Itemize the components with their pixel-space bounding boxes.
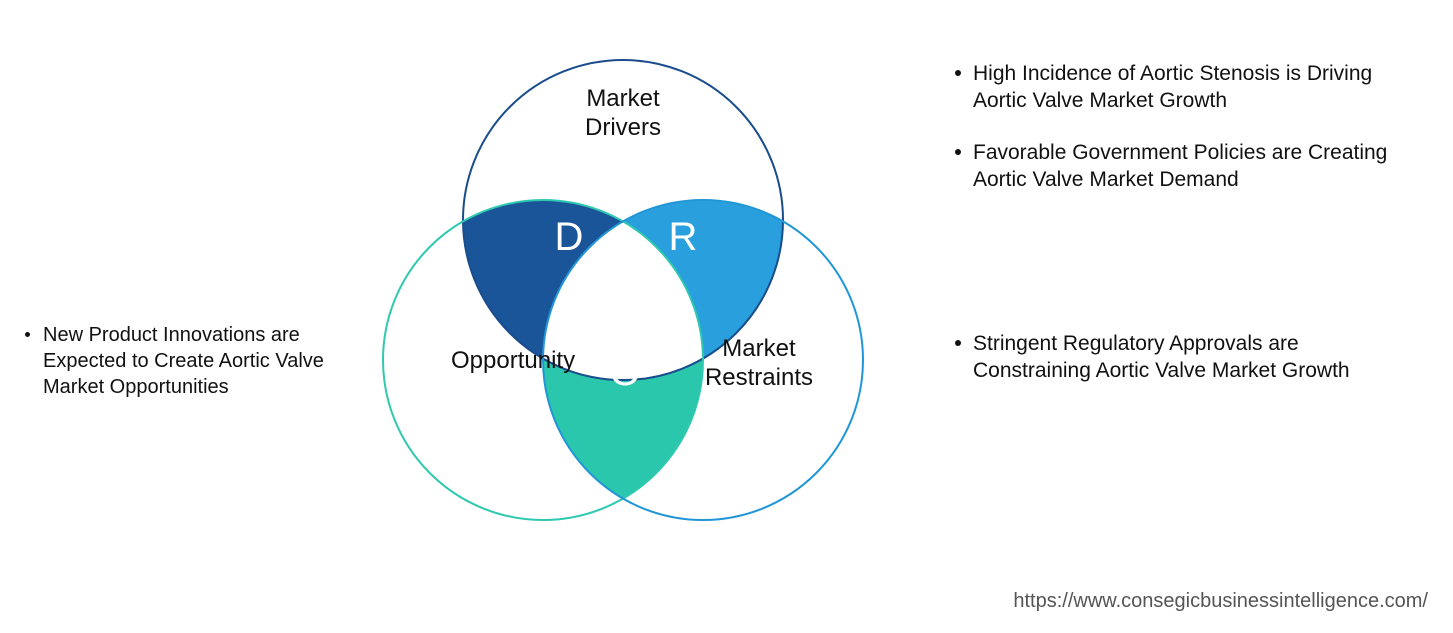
venn-letter-d: D	[539, 215, 599, 260]
venn-letter-o: O	[595, 350, 655, 395]
restraints-bullet-item: Stringent Regulatory Approvals are Const…	[955, 330, 1390, 385]
venn-letter-r: R	[653, 215, 713, 260]
restraints-bullets: Stringent Regulatory Approvals are Const…	[955, 330, 1390, 409]
venn-label-drivers: MarketDrivers	[585, 85, 661, 143]
drivers-bullet-item: High Incidence of Aortic Stenosis is Dri…	[955, 60, 1390, 115]
opportunity-bullet-item: New Product Innovations are Expected to …	[25, 322, 335, 400]
venn-label-opportunity: Opportunity	[451, 347, 575, 376]
source-url: https://www.consegicbusinessintelligence…	[1013, 590, 1428, 613]
drivers-bullet-item: Favorable Government Policies are Creati…	[955, 139, 1390, 194]
venn-label-restraints: MarketRestraints	[705, 335, 813, 393]
venn-diagram: MarketDrivers Opportunity MarketRestrain…	[353, 25, 893, 565]
opportunity-bullets: New Product Innovations are Expected to …	[25, 322, 335, 424]
drivers-bullets: High Incidence of Aortic Stenosis is Dri…	[955, 60, 1390, 217]
